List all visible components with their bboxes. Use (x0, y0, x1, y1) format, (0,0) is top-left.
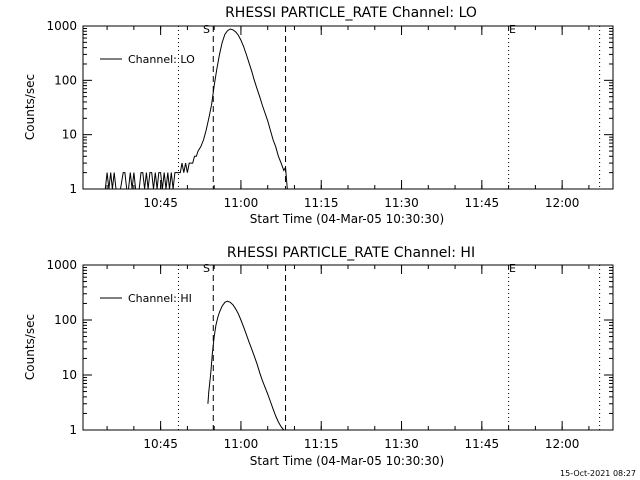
x-axis-label: Start Time (04-Mar-05 10:30:30) (250, 454, 444, 468)
plot-frame (82, 25, 614, 190)
y-tick-label: 100 (54, 313, 77, 327)
y-tick-label: 1000 (46, 19, 77, 33)
start-marker-label: S (203, 262, 210, 275)
y-tick-label: 1 (69, 423, 77, 437)
end-marker-label: E (509, 262, 516, 275)
y-tick-label: 1000 (46, 258, 77, 272)
x-tick-label: 11:00 (224, 437, 259, 451)
x-axis-ticks: 10:45 11:00 11:15 11:30 11:45 12:00 (106, 265, 590, 451)
legend: Channel: HI (100, 292, 192, 305)
legend-label: Channel: LO (128, 53, 195, 66)
x-tick-label: 12:00 (545, 196, 580, 210)
chart-title: RHESSI PARTICLE_RATE Channel: HI (227, 245, 475, 261)
x-tick-label: 11:00 (224, 196, 259, 210)
x-axis-ticks: 10:45 11:00 11:15 11:30 11:45 12:00 (106, 26, 590, 210)
x-tick-label: 11:30 (384, 196, 419, 210)
y-tick-label: 10 (62, 368, 77, 382)
y-tick-label: 100 (54, 73, 77, 87)
end-marker-label: E (509, 23, 516, 36)
start-marker-label: S (203, 23, 210, 36)
series-line-lo (104, 28, 288, 190)
legend: Channel: LO (100, 53, 195, 66)
chart-panel-hi: RHESSI PARTICLE_RATE Channel: HI 1101001… (23, 245, 614, 468)
marker-lines (177, 26, 601, 189)
x-tick-label: 10:45 (143, 196, 178, 210)
series-line-hi (207, 300, 285, 431)
x-tick-label: 12:00 (545, 437, 580, 451)
y-axis-ticks: 1 10 100 1000 (46, 19, 613, 196)
y-axis-label: Counts/sec (23, 314, 37, 380)
marker-lines (177, 265, 601, 430)
x-tick-label: 11:45 (465, 196, 500, 210)
x-tick-label: 11:15 (304, 437, 339, 451)
y-tick-label: 1 (69, 182, 77, 196)
x-axis-label: Start Time (04-Mar-05 10:30:30) (250, 212, 444, 226)
chart-title: RHESSI PARTICLE_RATE Channel: LO (225, 5, 477, 21)
x-tick-label: 11:15 (304, 196, 339, 210)
y-axis-label: Counts/sec (23, 74, 37, 140)
plot-frame (82, 264, 614, 431)
x-tick-label: 11:30 (384, 437, 419, 451)
legend-label: Channel: HI (128, 292, 192, 305)
y-axis-ticks: 1 10 100 1000 (46, 258, 613, 437)
x-tick-label: 11:45 (465, 437, 500, 451)
footer-timestamp: 15-Oct-2021 08:27 (560, 469, 636, 478)
chart-panel-lo: RHESSI PARTICLE_RATE Channel: LO 1101001… (23, 5, 614, 226)
y-tick-label: 10 (62, 128, 77, 142)
x-tick-label: 10:45 (143, 437, 178, 451)
